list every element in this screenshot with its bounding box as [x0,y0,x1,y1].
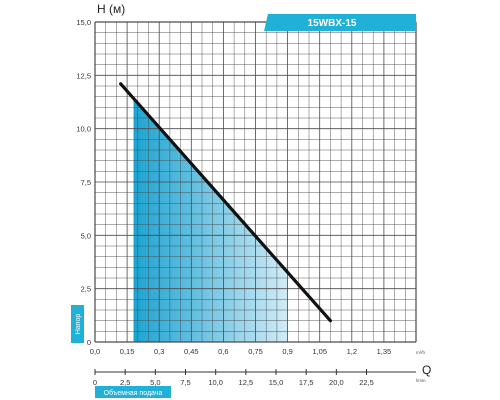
y-name-badge-shape [71,305,84,343]
y-tick-label: 2,5 [81,285,91,294]
x-unit-top: m³/h [416,350,425,355]
x-axis-name: Объемная подача [104,389,163,397]
x-tick-label-top: 0,75 [248,347,263,356]
x-tick-label-bottom: 12,5 [239,378,254,387]
x-axis-title: Q [422,363,431,377]
title-badge-shape [264,14,416,31]
x-tick-labels-bottom: 0 2,5 5,0 7,5 10,0 12,5 15,0 17,5 20,0 22,5 [93,378,374,387]
x-tick-label-bottom: 17,5 [299,378,314,387]
x-tick-label-bottom: 15,0 [269,378,284,387]
y-tick-label: 7,5 [81,178,91,187]
y-axis-title: H (м) [97,2,125,16]
chart-title: 15WBX-15 [308,18,357,29]
grid [94,21,417,343]
y-tick-label: 12,5 [76,71,91,80]
x-tick-label-bottom: 10,0 [208,378,223,387]
x-tick-label-bottom: 7,5 [180,378,190,387]
x-name-badge: Объемная подача [95,386,171,398]
x-tick-label-top: 0,0 [90,347,100,356]
x-tick-label-top: 0,6 [218,347,228,356]
y-tick-labels: 0 2,5 5,0 7,5 10,0 12,5 15,0 [76,18,91,347]
x-tick-label-top: 1,05 [312,347,327,356]
performance-line [119,82,332,323]
x-unit-bottom: l/min [416,378,426,383]
x-tick-label-bottom: 2,5 [120,378,130,387]
x-tick-label-top: 1,2 [347,347,357,356]
y-tick-label: 10,0 [76,125,91,134]
x-tick-label-bottom: 20,0 [329,378,344,387]
x-tick-label-top: 0,45 [184,347,199,356]
y-tick-label: 0 [87,338,91,347]
secondary-axis-ticks [94,369,368,375]
x-tick-label-top: 0,3 [154,347,164,356]
operating-range-area [133,98,288,342]
x-name-badge-shape [95,386,171,398]
x-tick-label-bottom: 22,5 [359,378,374,387]
x-tick-label-top: 1,35 [377,347,392,356]
y-tick-label: 15,0 [76,18,91,27]
y-name-badge: Напор [71,305,84,343]
model-title-badge: 15WBX-15 [264,14,416,31]
series-line [119,82,332,323]
x-tick-label-top: 0,9 [282,347,292,356]
operating-range-fill [133,98,288,342]
y-axis-name: Напор [75,314,82,335]
x-tick-label-bottom: 0 [93,378,97,387]
x-tick-label-bottom: 5,0 [150,378,160,387]
y-tick-label: 5,0 [81,231,91,240]
x-tick-labels-top: 0,0 0,15 0,3 0,45 0,6 0,75 0,9 1,05 1,2 1,35 [90,347,391,356]
x-tick-label-top: 0,15 [120,347,135,356]
